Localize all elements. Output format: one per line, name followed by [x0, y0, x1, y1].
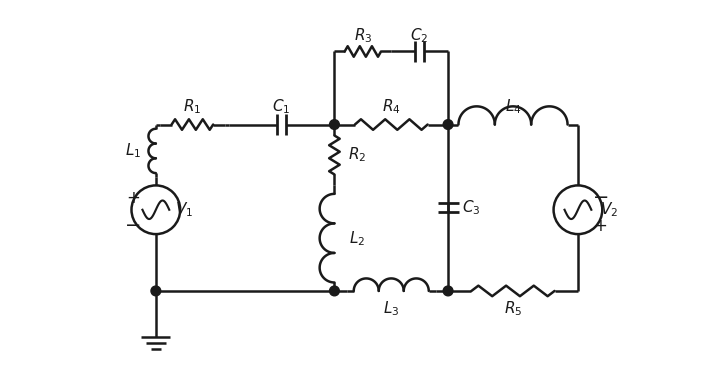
- Text: +: +: [126, 188, 140, 206]
- Text: $L_2$: $L_2$: [349, 229, 366, 247]
- Text: $L_1$: $L_1$: [125, 142, 141, 160]
- Text: $V_2$: $V_2$: [600, 200, 618, 219]
- Text: $R_4$: $R_4$: [382, 97, 401, 116]
- Circle shape: [151, 286, 160, 296]
- Text: $C_2$: $C_2$: [411, 26, 429, 44]
- Text: $L_4$: $L_4$: [505, 97, 521, 116]
- Text: $R_2$: $R_2$: [348, 146, 366, 164]
- Circle shape: [329, 286, 339, 296]
- Text: $R_5$: $R_5$: [504, 300, 522, 318]
- Text: $C_1$: $C_1$: [272, 97, 291, 116]
- Circle shape: [443, 119, 453, 129]
- Text: −: −: [592, 188, 609, 207]
- Circle shape: [329, 119, 339, 129]
- Text: $R_1$: $R_1$: [183, 97, 201, 116]
- Text: $L_3$: $L_3$: [383, 300, 399, 318]
- Text: −: −: [125, 216, 141, 235]
- Circle shape: [443, 286, 453, 296]
- Text: +: +: [594, 217, 607, 235]
- Text: $R_3$: $R_3$: [354, 26, 372, 44]
- Text: $C_3$: $C_3$: [462, 198, 480, 217]
- Text: $V_1$: $V_1$: [175, 200, 193, 219]
